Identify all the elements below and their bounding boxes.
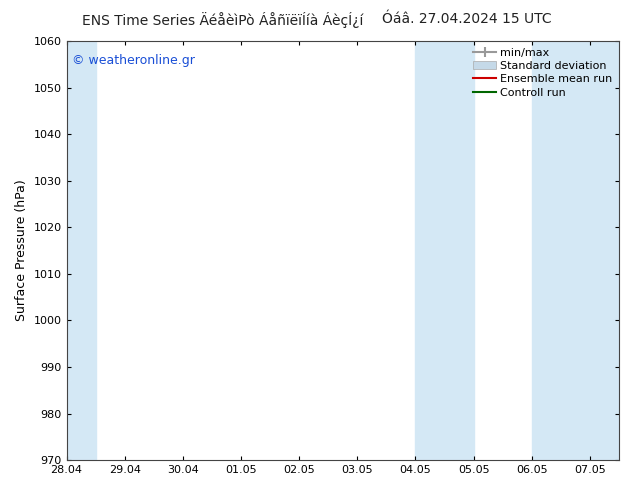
Text: Óáâ. 27.04.2024 15 UTC: Óáâ. 27.04.2024 15 UTC (382, 12, 552, 26)
Text: ENS Time Series ÄéåèìPò ÁåñïëïÍíà ÁèçÍ¿í: ENS Time Series ÄéåèìPò ÁåñïëïÍíà ÁèçÍ¿í (82, 12, 364, 28)
Bar (415, 41, 474, 460)
Legend: min/max, Standard deviation, Ensemble mean run, Controll run: min/max, Standard deviation, Ensemble me… (469, 43, 617, 102)
Bar (67, 41, 96, 460)
Bar (532, 41, 619, 460)
Text: © weatheronline.gr: © weatheronline.gr (72, 53, 195, 67)
Y-axis label: Surface Pressure (hPa): Surface Pressure (hPa) (15, 180, 28, 321)
